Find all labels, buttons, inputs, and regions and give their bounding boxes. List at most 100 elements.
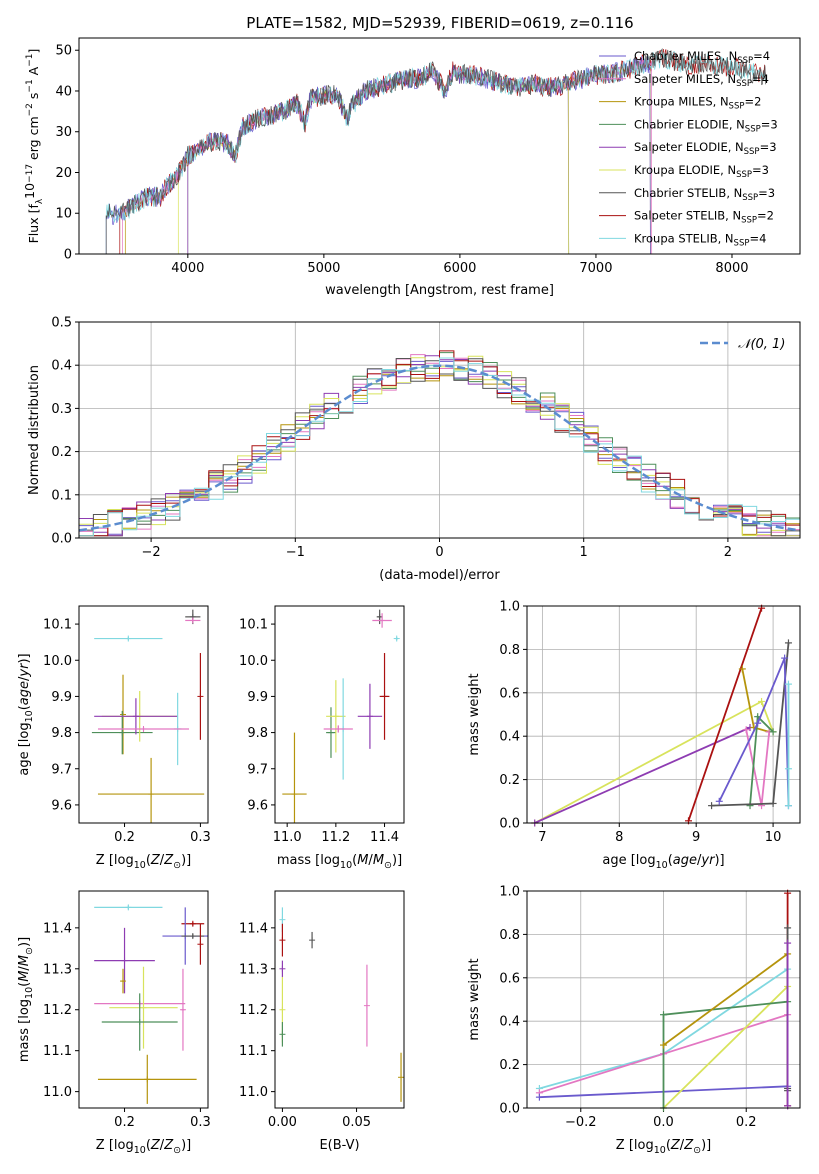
legend-label: Salpeter ELODIE, NSSP=3 — [634, 140, 777, 157]
y-tick-label: 0.2 — [499, 773, 520, 788]
y-tick-label: 11.0 — [43, 1085, 72, 1100]
mass-vs-ebv-axes: 0.00 0.05 11.0 11.1 11.2 11.3 11.4 E(B-V) — [239, 890, 405, 1153]
y-axis-label: Normed distribution — [27, 365, 42, 495]
error-bar-point — [326, 680, 346, 753]
y-tick-label: 0.5 — [51, 316, 72, 331]
error-bar-point — [197, 923, 204, 965]
legend-label: Chabrier STELIB, NSSP=3 — [634, 186, 775, 203]
histogram-kroupa-miles — [79, 364, 800, 537]
y-tick-label: 1.0 — [499, 600, 520, 615]
y-tick-label: 1.0 — [499, 885, 520, 900]
axes-frame — [78, 321, 801, 539]
x-axis-label: Z [log10(Z/Z⊙)] — [96, 1138, 191, 1156]
error-bar-point — [94, 698, 178, 735]
error-bar-point — [197, 653, 204, 740]
x-tick-label: 0.3 — [190, 1115, 211, 1130]
y-tick-label: 11.2 — [239, 1003, 268, 1018]
weight-marker — [660, 1041, 667, 1049]
axes-frame — [78, 890, 209, 1109]
x-tick-label: 11.4 — [370, 830, 399, 845]
error-bar-point — [94, 904, 163, 911]
x-tick-label: −1 — [286, 545, 305, 560]
y-tick-label: 20 — [55, 166, 72, 181]
x-tick-label: −2 — [142, 545, 161, 560]
legend-label: Kroupa STELIB, NSSP=4 — [634, 231, 766, 248]
weight-series-kroupa-elodie — [662, 985, 789, 1108]
y-tick-label: 30 — [55, 125, 72, 140]
error-bar-point — [398, 1052, 404, 1102]
y-tick-label: 0.0 — [51, 532, 72, 547]
legend-label: Salpeter MILES, NSSP=4 — [634, 72, 769, 89]
weight-marker — [754, 719, 762, 727]
y-axis-label: mass [log10(M/M⊙)] — [17, 937, 35, 1062]
x-tick-label: 1 — [580, 545, 588, 560]
y-tick-label: 11.3 — [239, 962, 268, 977]
y-tick-label: 0 — [64, 248, 72, 263]
error-bar-point — [109, 966, 178, 1049]
x-tick-label: 7 — [538, 830, 546, 845]
weight-series-chabrier-miles — [718, 657, 790, 806]
legend-label: 𝒩(0, 1) — [738, 337, 785, 352]
error-bar-point — [309, 931, 316, 949]
x-tick-label: 5000 — [307, 261, 340, 276]
age-vs-mass-axes: 11.0 11.2 11.4 9.6 9.7 9.8 9.9 10.0 10.1 mass [lo… — [239, 605, 405, 871]
error-bar-point — [326, 707, 336, 758]
weight-marker — [784, 765, 792, 773]
legend-label: Kroupa ELODIE, NSSP=3 — [634, 163, 769, 180]
legend-label: Salpeter STELIB, NSSP=2 — [634, 209, 774, 226]
y-tick-label: 11.0 — [239, 1085, 268, 1100]
x-tick-label: 4000 — [171, 261, 204, 276]
y-tick-label: 9.6 — [247, 798, 268, 813]
histogram-kroupa-stelib — [79, 357, 800, 537]
x-tick-label: 0.0 — [653, 1115, 674, 1130]
y-tick-label: 10.0 — [239, 654, 268, 669]
y-tick-label: 0.6 — [499, 686, 520, 701]
weight-series-salpeter-stelib — [687, 607, 763, 822]
error-bar-point — [372, 613, 392, 628]
weight-marker — [784, 924, 792, 932]
error-bar-point — [97, 725, 190, 732]
x-tick-label: 0.05 — [342, 1115, 371, 1130]
x-tick-label: 0.2 — [736, 1115, 757, 1130]
spectrum-series-chabrier-stelib — [105, 47, 767, 254]
x-tick-label: 0.2 — [114, 830, 135, 845]
y-tick-label: 0.4 — [51, 359, 72, 374]
weight-marker — [784, 639, 792, 647]
y-axis-label: Flux [fλ10−17 erg cm−2 s−1 A−1] — [22, 49, 45, 244]
error-bar-point — [279, 923, 286, 957]
error-bar-point — [279, 1022, 286, 1047]
y-tick-label: 9.9 — [247, 690, 268, 705]
y-tick-label: 10.1 — [43, 618, 72, 633]
error-bar-point — [279, 960, 286, 977]
x-axis-label: mass [log10(M/M⊙)] — [277, 853, 402, 871]
spectrum-axes: 4000 5000 6000 7000 8000 0 10 20 30 40 50 Chabrier … — [22, 37, 801, 298]
x-tick-label: 0 — [435, 545, 443, 560]
error-bar-point — [91, 710, 153, 755]
weight-marker — [738, 665, 746, 673]
y-tick-label: 11.4 — [239, 921, 268, 936]
x-tick-label: 6000 — [443, 261, 476, 276]
weight-marker — [708, 802, 716, 810]
axes-frame — [78, 605, 209, 824]
y-tick-label: 0.8 — [499, 643, 520, 658]
legend-label: Chabrier ELODIE, NSSP=3 — [634, 117, 778, 134]
weight-marker — [784, 802, 792, 810]
y-tick-label: 9.8 — [247, 726, 268, 741]
x-tick-label: 0.3 — [190, 830, 211, 845]
y-tick-label: 0.0 — [499, 817, 520, 832]
error-bar-point — [185, 617, 201, 624]
axes-frame — [274, 605, 405, 824]
x-axis-label: Z [log10(Z/Z⊙)] — [96, 853, 191, 871]
y-axis-label: mass weight — [467, 958, 482, 1040]
x-tick-label: 0.2 — [114, 1115, 135, 1130]
error-bar-point — [363, 964, 370, 1047]
y-tick-label: 10.0 — [43, 654, 72, 669]
x-tick-label: 8000 — [715, 261, 748, 276]
y-tick-label: 0.4 — [499, 1015, 520, 1030]
y-axis-label: mass weight — [467, 673, 482, 755]
axes-frame — [274, 890, 405, 1109]
error-bar-point — [120, 968, 127, 994]
y-tick-label: 11.4 — [43, 921, 72, 936]
weight-marker — [784, 680, 792, 688]
